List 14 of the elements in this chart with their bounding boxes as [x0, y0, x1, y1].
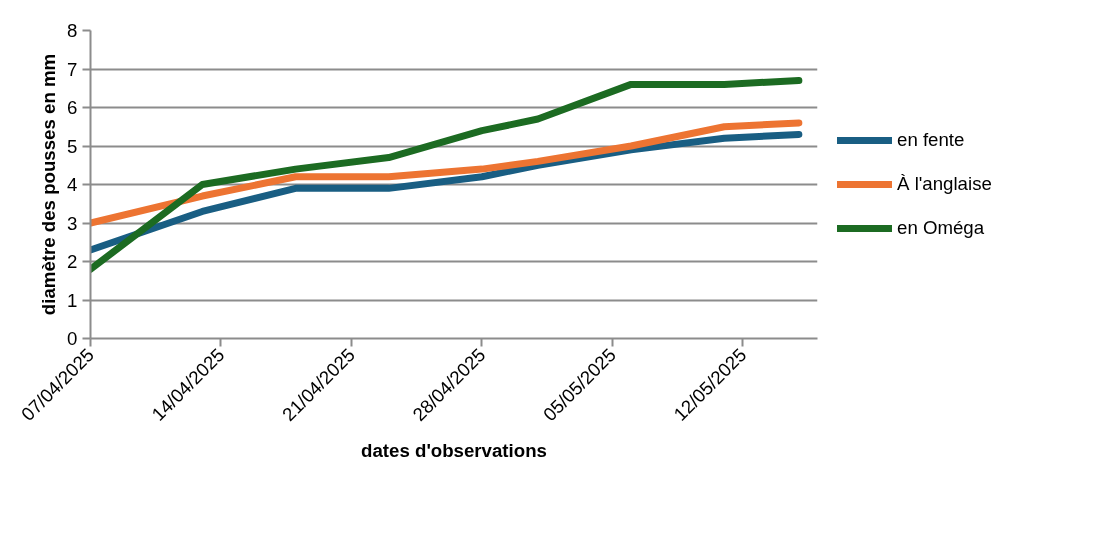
y-axis-title: diamètre des pousses en mm [38, 53, 60, 316]
y-tick-label: 8 [67, 20, 78, 41]
legend-label: À l'anglaise [897, 173, 992, 195]
legend-label: en fente [897, 129, 965, 151]
y-tick-label: 4 [67, 174, 78, 195]
y-tick-label: 5 [67, 135, 78, 157]
y-tick-label: 1 [67, 289, 78, 311]
y-tick-label: 6 [67, 97, 78, 118]
legend-label: en Oméga [897, 217, 985, 239]
y-tick-label: 7 [67, 58, 78, 80]
x-axis-title: dates d'observations [361, 440, 547, 462]
y-tick-label: 0 [67, 328, 78, 349]
y-tick-label: 3 [67, 212, 78, 234]
y-tick-label: 2 [67, 251, 78, 272]
